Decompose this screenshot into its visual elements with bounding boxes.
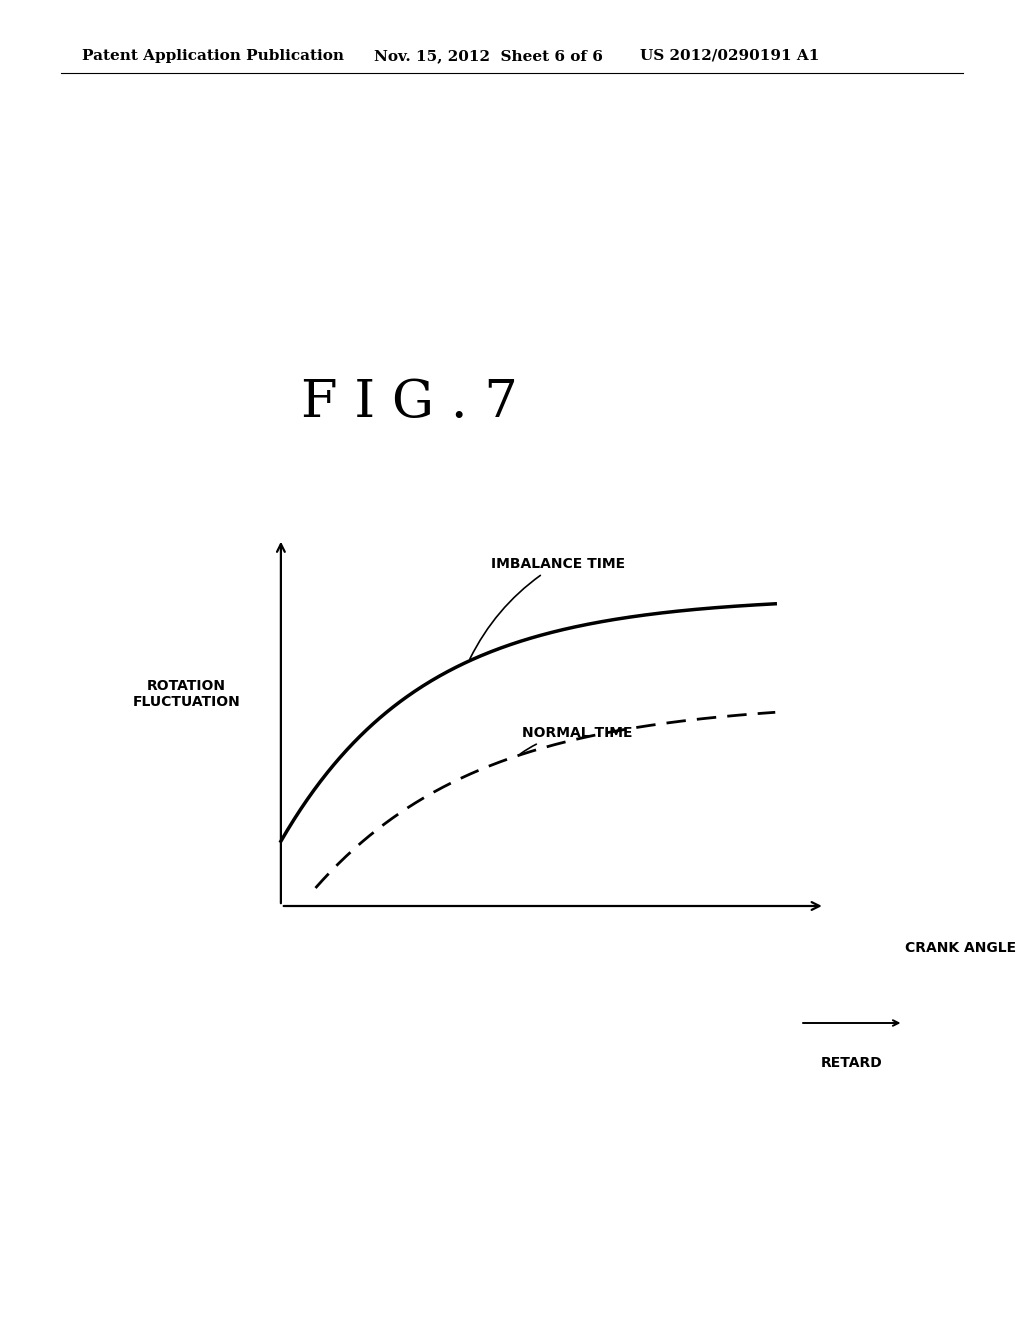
Text: IMBALANCE TIME: IMBALANCE TIME — [470, 557, 625, 659]
Text: RETARD: RETARD — [821, 1056, 883, 1069]
Text: Patent Application Publication: Patent Application Publication — [82, 49, 344, 63]
Text: US 2012/0290191 A1: US 2012/0290191 A1 — [640, 49, 819, 63]
Text: NORMAL TIME: NORMAL TIME — [520, 726, 633, 754]
Text: CRANK ANGLE: CRANK ANGLE — [905, 941, 1016, 954]
Text: ROTATION
FLUCTUATION: ROTATION FLUCTUATION — [133, 680, 241, 709]
Text: F I G . 7: F I G . 7 — [301, 378, 518, 428]
Text: Nov. 15, 2012  Sheet 6 of 6: Nov. 15, 2012 Sheet 6 of 6 — [374, 49, 603, 63]
